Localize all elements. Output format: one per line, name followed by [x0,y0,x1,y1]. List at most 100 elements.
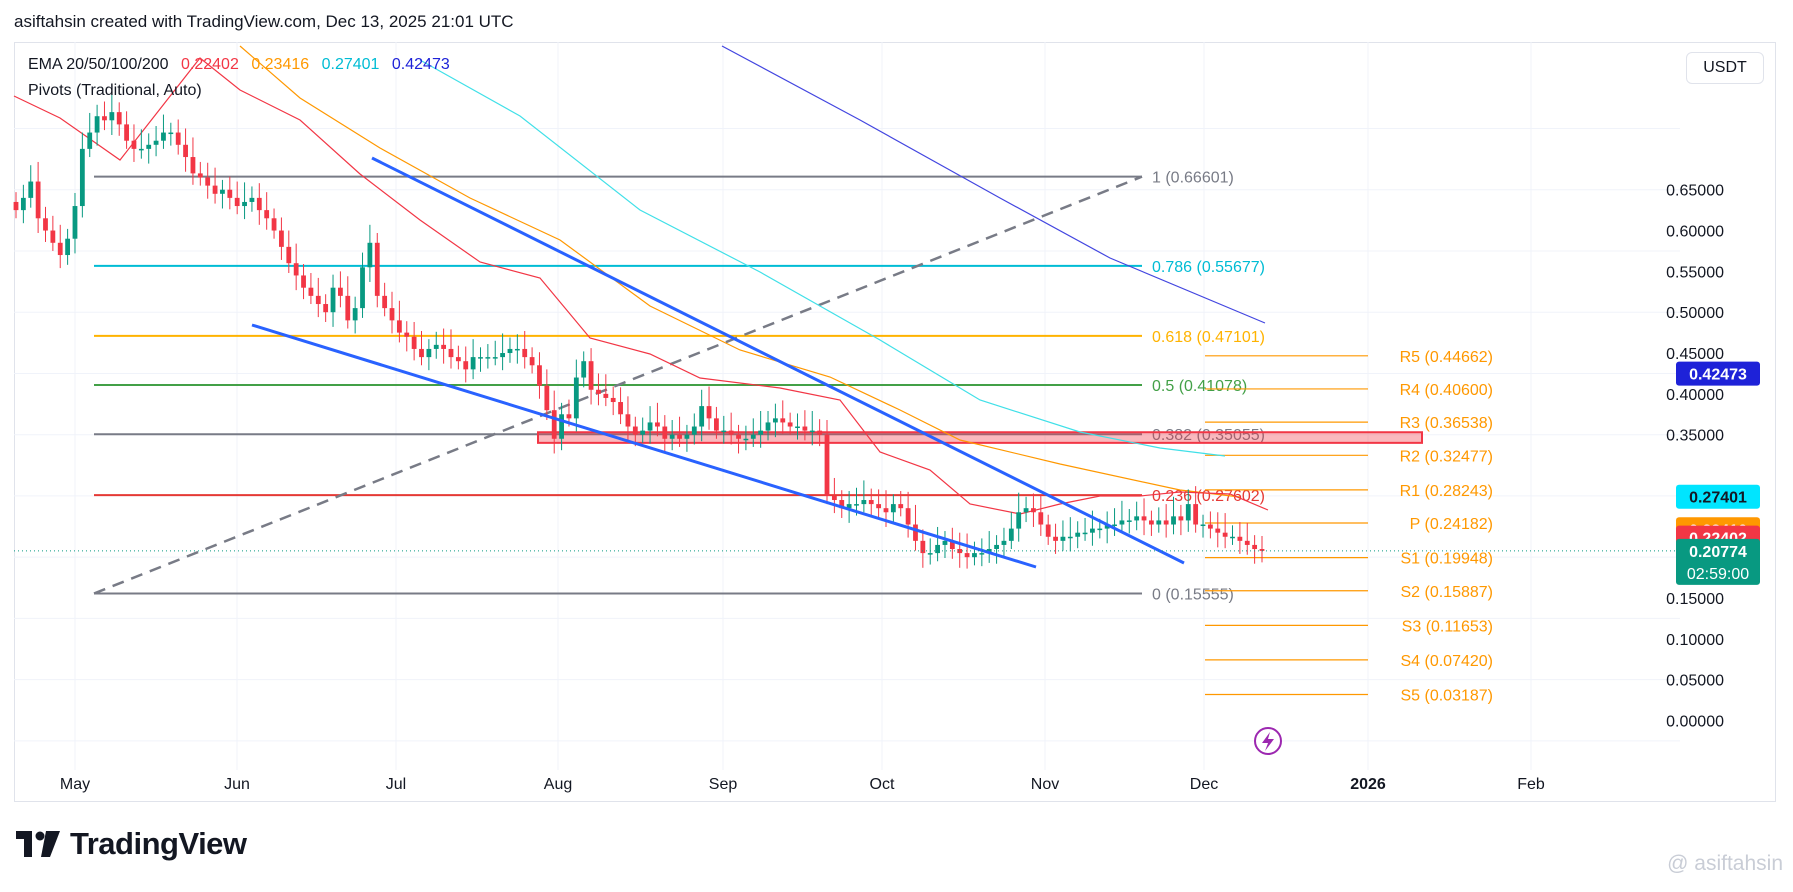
candle-body [212,185,218,194]
pivot-label: R3 (0.36538) [1400,415,1493,432]
candle [315,277,321,318]
candle-body [1171,516,1176,525]
price-badge: 0.42473 [1676,361,1760,386]
pivot-label: S2 (0.15887) [1400,584,1493,601]
price-axis: 0.00000 0.05000 0.10000 0.15000 0.35000 0.400… [1666,183,1724,731]
candle-body [1207,524,1213,529]
candle-body [898,504,904,509]
misc-layer [14,550,1676,755]
candle [1001,527,1007,557]
candle-body [138,148,144,151]
candle-body [1252,544,1258,550]
fib-level-label: 1 (0.66601) [1152,170,1234,187]
candle [758,411,764,448]
candle [817,419,823,447]
countdown-label: 02:59:00 [1687,566,1749,583]
candle [35,161,41,233]
tradingview-brand[interactable]: TradingView [16,826,247,862]
candle-body [588,361,594,390]
ema200-line [721,45,1266,324]
candle-body [146,144,152,149]
candle [669,419,675,451]
price-badge-label: 0.20774 [1689,544,1747,561]
candle [809,411,815,446]
candle [271,208,277,239]
candle-body [669,434,675,439]
candle-body [699,406,705,427]
candle-body [367,242,373,268]
candle-body [544,385,550,411]
candle [1075,521,1081,549]
candle [544,369,550,420]
candle-body [927,553,933,555]
candle-body [721,430,727,433]
candle-body [227,189,233,198]
candle [43,206,48,242]
candle [522,330,528,369]
candle-body [301,275,306,288]
price-badge-bg [1676,484,1760,509]
pivots-legend-row[interactable]: Pivots (Traditional, Auto) [28,78,450,104]
candle-body [396,320,402,333]
candle [374,232,380,308]
candle-body [57,242,63,256]
candle [1082,517,1088,541]
time-axis: May Jun Jul Aug Sep Oct Nov Dec 2026 Feb [60,776,1545,793]
candle [588,348,594,405]
candle [367,224,373,282]
candle-body [581,361,587,378]
candle [1193,486,1199,533]
candle [102,101,107,131]
candle-body [935,544,940,554]
candle [927,538,933,565]
candle [478,347,483,372]
candle-body [1141,516,1147,521]
candle [905,491,911,538]
candle [802,410,808,441]
candle-body [890,504,896,513]
candle [455,345,461,370]
candle-body [109,112,115,121]
candle [655,402,660,437]
candle [920,529,926,568]
candle [994,535,999,564]
candle [647,406,653,444]
time-tick-label: 2026 [1350,776,1386,793]
candle [1141,498,1147,536]
candle [890,494,896,524]
candle-body [1060,536,1066,541]
candle-body [854,504,859,506]
candle [87,112,93,158]
candle [441,328,447,364]
candle-body [286,246,292,264]
candle [13,192,19,219]
candle [109,94,115,135]
ema-legend-row[interactable]: EMA 20/50/100/200 0.22402 0.23416 0.2740… [28,52,450,78]
candle-body [345,295,351,321]
candle-body [72,206,78,239]
candle-body [485,357,491,359]
candle-body [1008,528,1014,541]
candle-body [1097,528,1103,531]
candle-body [1090,528,1095,533]
candle [256,183,262,225]
candle-body [20,197,26,211]
candle [706,386,712,430]
time-tick-label: Sep [709,776,738,793]
candle-body [1038,512,1044,525]
candle [831,477,837,514]
currency-button[interactable]: USDT [1686,52,1764,84]
candle [234,181,240,215]
candle [396,300,402,343]
candle [264,192,270,230]
candle-body [50,230,56,243]
fib-level-label: 0.5 (0.41078) [1152,378,1247,395]
lightning-icon[interactable] [1254,727,1282,755]
candle-body [183,144,188,158]
candle-body [352,308,358,321]
candle-body [1053,536,1058,541]
pivot-label: R5 (0.44662) [1400,349,1493,366]
candle [197,161,203,186]
candle-body [1237,536,1243,541]
